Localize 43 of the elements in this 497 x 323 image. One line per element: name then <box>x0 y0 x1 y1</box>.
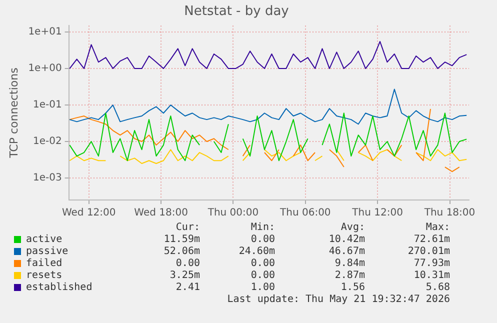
text: 0.00 <box>250 234 275 245</box>
text: Avg: <box>340 222 365 233</box>
legend-label: failed <box>26 258 62 269</box>
text: 1.56 <box>340 282 365 293</box>
text: Cur: <box>176 222 200 233</box>
text: 3.25m <box>170 270 200 281</box>
text: 0.00 <box>250 258 275 269</box>
text: 1.00 <box>250 282 275 293</box>
text: 270.01m <box>408 246 450 257</box>
text: 46.67m <box>328 246 365 257</box>
y-tick-label: 1e-02 <box>32 136 62 148</box>
text: 9.84m <box>334 258 365 269</box>
text: 10.31m <box>414 270 450 281</box>
x-tick-label: Thu 18:00 <box>423 208 476 219</box>
x-tick-label: Wed 18:00 <box>134 208 188 219</box>
y-tick-label: 1e-03 <box>32 172 62 184</box>
text: Last update: Thu May 21 19:32:47 2026 <box>227 294 450 305</box>
text: Min: <box>250 222 275 233</box>
text: 5.68 <box>426 282 450 293</box>
text: 72.61m <box>414 234 450 245</box>
text: 77.93m <box>414 258 450 269</box>
text: 52.06m <box>164 246 200 257</box>
text: 2.87m <box>334 270 365 281</box>
legend-label: resets <box>26 270 62 281</box>
x-tick-label: Thu 06:00 <box>279 208 331 219</box>
text: 10.42m <box>328 234 365 245</box>
legend-label: established <box>26 282 92 293</box>
text: 0.00 <box>250 270 275 281</box>
y-tick-label: 1e+00 <box>28 63 62 74</box>
legend-label: passive <box>26 246 68 257</box>
text: 2.41 <box>176 282 200 293</box>
x-tick-label: Wed 12:00 <box>62 208 116 219</box>
y-tick-label: 1e+01 <box>28 26 62 38</box>
chart-title: Netstat - by day <box>184 4 290 20</box>
legend-label: active <box>26 234 62 245</box>
y-axis-title: TCP connections <box>7 67 20 159</box>
x-tick-label: Thu 12:00 <box>351 208 403 219</box>
text: 24.60m <box>238 246 275 257</box>
y-tick-label: 1e-01 <box>32 100 62 111</box>
text: Max: <box>426 222 450 233</box>
text: 11.59m <box>164 234 200 245</box>
text: 0.00 <box>176 258 200 269</box>
x-tick-label: Thu 00:00 <box>206 208 259 219</box>
